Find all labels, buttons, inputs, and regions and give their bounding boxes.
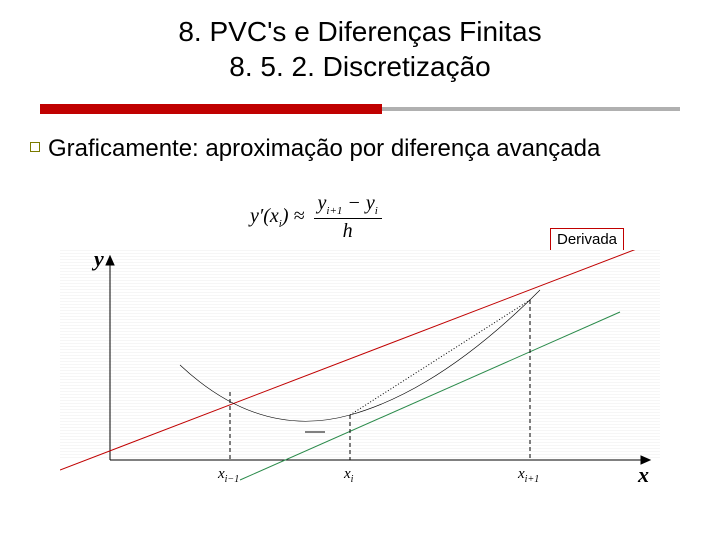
chart-svg	[60, 250, 660, 520]
body-text: Graficamente: aproximação por diferença …	[48, 134, 668, 164]
title-line2: 8. 5. 2. Discretização	[229, 51, 490, 82]
formula-denominator: h	[314, 219, 382, 242]
formula-lhs: y′(xi) ≈	[250, 205, 310, 227]
label-derivada-aprox-1: Derivada	[550, 228, 624, 251]
chart-area: y x xi−1 xi xi+1	[60, 250, 660, 520]
title-line1: 8. PVC's e Diferenças Finitas	[178, 16, 541, 47]
title-rule-gray	[382, 107, 680, 111]
title-rule-red	[40, 104, 382, 114]
formula-fraction: yi+1 − yi h	[314, 192, 382, 242]
formula-numerator: yi+1 − yi	[314, 192, 382, 219]
formula: y′(xi) ≈ yi+1 − yi h	[250, 192, 470, 242]
bullet-icon	[30, 142, 40, 152]
slide-title: 8. PVC's e Diferenças Finitas 8. 5. 2. D…	[0, 0, 720, 84]
